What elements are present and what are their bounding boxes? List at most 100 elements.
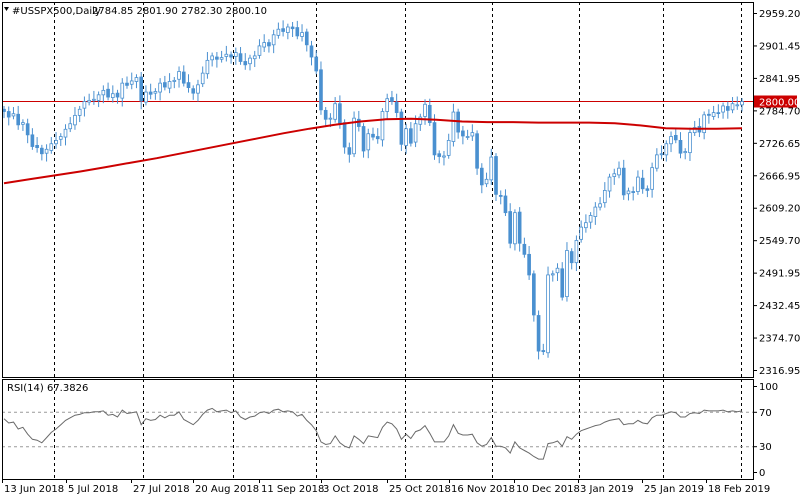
candle-body-146 — [692, 127, 697, 134]
candle-body-62 — [295, 27, 300, 37]
candle-body-121 — [574, 240, 579, 264]
candle-body-39 — [186, 82, 191, 88]
y-tick-label-7: 2549.70 — [759, 236, 800, 247]
y-tick-label-8: 2491.95 — [759, 269, 800, 280]
x-tick-label-0: 13 Jun 2018 — [4, 484, 64, 495]
moving-average-line — [3, 117, 743, 185]
price-panel — [2, 2, 753, 377]
candle-body-105 — [498, 195, 503, 197]
candle-body-75 — [356, 118, 361, 127]
candle-body-5 — [25, 123, 30, 136]
price-level-tag — [754, 95, 797, 108]
rsi-y-tick-label-1: 70 — [759, 408, 772, 419]
candle-body-72 — [342, 122, 347, 148]
candle-body-16 — [77, 108, 82, 116]
rsi-indicator-title: RSI(14) 67.3826 — [7, 383, 88, 394]
candle-body-69 — [328, 117, 333, 120]
candle-body-46 — [219, 57, 224, 60]
candle-body-117 — [555, 267, 560, 274]
candle-body-34 — [163, 82, 167, 88]
candle-body-74 — [352, 117, 356, 155]
rsi-y-tick-label-2: 30 — [759, 442, 772, 453]
candle-body-151 — [716, 112, 721, 115]
candle-body-58 — [276, 28, 281, 36]
candle-body-150 — [711, 112, 716, 117]
candle-body-3 — [16, 113, 21, 126]
candle-body-124 — [588, 215, 593, 223]
rsi-line — [3, 407, 743, 460]
candle-body-100 — [475, 133, 479, 169]
candle-body-25 — [120, 82, 125, 99]
candle-body-83 — [394, 101, 399, 114]
candle-body-29 — [139, 76, 144, 102]
candle-body-95 — [451, 111, 456, 142]
candle-body-1 — [6, 111, 11, 118]
x-tick-label-10: 25 Jan 2019 — [644, 484, 704, 495]
candle-body-71 — [338, 103, 342, 125]
x-tick-label-1: 5 Jul 2018 — [68, 484, 118, 495]
candle-body-59 — [281, 28, 285, 32]
y-tick-label-1: 2901.45 — [759, 41, 800, 52]
candle-body-49 — [233, 52, 238, 57]
candle-body-131 — [621, 167, 626, 196]
candle-body-113 — [536, 315, 541, 352]
candle-body-94 — [446, 140, 451, 156]
candle-body-116 — [550, 273, 555, 276]
candle-body-82 — [390, 97, 394, 102]
price-panel-frame — [2, 2, 754, 378]
candle-body-10 — [49, 143, 54, 151]
candle-body-61 — [290, 26, 295, 30]
candle-body-136 — [645, 188, 650, 191]
candle-body-88 — [418, 116, 423, 125]
candle-body-148 — [702, 114, 706, 134]
candle-body-48 — [229, 54, 233, 58]
candle-body-109 — [517, 211, 522, 244]
candle-body-80 — [380, 111, 385, 141]
candle-body-54 — [257, 45, 262, 56]
rsi-panel — [2, 379, 753, 479]
candle-body-110 — [522, 243, 527, 255]
candle-body-126 — [598, 203, 602, 208]
candle-body-28 — [134, 77, 139, 82]
candle-body-45 — [215, 56, 219, 60]
candle-body-18 — [87, 99, 91, 103]
candle-body-12 — [58, 136, 63, 140]
candle-body-70 — [333, 103, 337, 120]
candle-body-114 — [541, 350, 546, 353]
candle-body-38 — [181, 71, 186, 84]
candle-body-51 — [243, 61, 248, 66]
candle-body-55 — [262, 42, 267, 48]
candle-body-101 — [479, 167, 484, 186]
candle-body-78 — [371, 133, 375, 138]
candle-body-127 — [602, 190, 607, 204]
candle-body-66 — [314, 56, 319, 72]
candle-body-89 — [423, 103, 427, 117]
candle-body-13 — [63, 128, 68, 138]
chart-ohlc-values: 2784.85 2801.90 2782.30 2800.10 — [92, 6, 267, 17]
candle-body-11 — [54, 140, 58, 145]
y-tick-label-10: 2374.70 — [759, 334, 800, 345]
candle-body-68 — [323, 109, 328, 120]
candle-body-102 — [484, 178, 489, 185]
candle-body-33 — [158, 82, 162, 93]
y-tick-label-2: 2841.95 — [759, 74, 800, 85]
x-tick-label-11: 18 Feb 2019 — [708, 484, 770, 495]
candle-body-153 — [725, 106, 730, 111]
candle-body-145 — [688, 132, 692, 154]
candle-body-60 — [286, 26, 290, 33]
candle-body-15 — [73, 114, 77, 126]
candle-body-135 — [640, 177, 645, 190]
candle-body-107 — [508, 211, 513, 244]
candle-body-30 — [144, 91, 148, 103]
candle-body-112 — [532, 273, 536, 316]
candle-body-76 — [361, 126, 366, 152]
candle-body-90 — [427, 104, 432, 124]
candle-body-8 — [40, 147, 44, 155]
candle-body-9 — [44, 148, 49, 154]
x-tick-label-7: 16 Nov 2018 — [451, 484, 515, 495]
candle-body-119 — [565, 250, 569, 297]
candle-body-118 — [560, 268, 565, 298]
candle-body-143 — [678, 140, 683, 154]
candle-body-120 — [569, 251, 574, 264]
x-tick-label-4: 11 Sep 2018 — [261, 484, 324, 495]
